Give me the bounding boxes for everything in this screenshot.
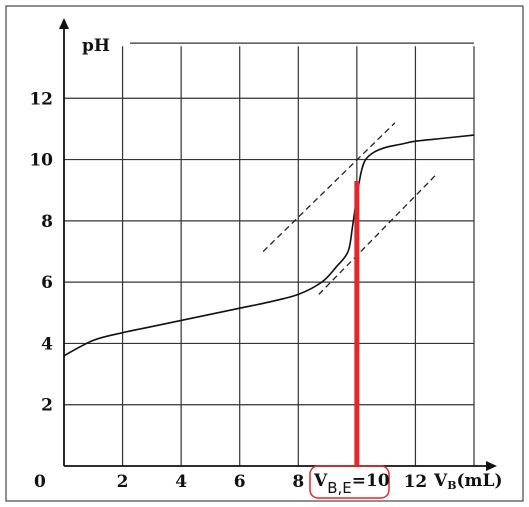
x-axis-label-sub: B: [447, 479, 456, 492]
x-tick-label: 6: [234, 472, 246, 492]
x-axis-arrow: [486, 461, 497, 471]
y-axis-arrow: [59, 18, 69, 29]
annotation-text: VB,E=10: [313, 471, 390, 497]
x-axis-label-unit: (mL): [457, 471, 503, 491]
axes: [59, 18, 497, 471]
y-axis-label: pH: [82, 36, 110, 56]
x-tick-label: 12: [404, 472, 428, 492]
y-tick-label: 10: [29, 151, 53, 171]
x-axis-label-main: V: [433, 471, 448, 491]
tangent-line-2: [318, 174, 437, 295]
annotation-box: [309, 465, 390, 499]
y-tick-label: 6: [41, 273, 53, 293]
y-tick-label: 2: [41, 396, 53, 416]
y-tick-label: 12: [29, 89, 53, 109]
x-axis-label: VB(mL): [433, 471, 503, 492]
x-tick-label: 2: [117, 472, 129, 492]
x-tick-label: 8: [292, 472, 304, 492]
series: [63, 134, 475, 357]
series-line-1: [63, 134, 475, 357]
x-tick-label: 0: [34, 472, 46, 492]
y-tick-label: 4: [41, 334, 53, 354]
tick-labels: 0 2 4 6 8 12 2 4 6 8 10 12: [29, 89, 427, 492]
tangent-lines: [262, 122, 437, 295]
tangent-line-1: [262, 122, 396, 252]
image-frame: [5, 5, 524, 502]
annotation-main: V: [313, 471, 328, 491]
annotation-rest: =10: [352, 471, 390, 491]
y-tick-label: 8: [41, 212, 53, 232]
x-tick-label: 4: [175, 472, 187, 492]
annotation-sub: B,E: [327, 479, 352, 497]
